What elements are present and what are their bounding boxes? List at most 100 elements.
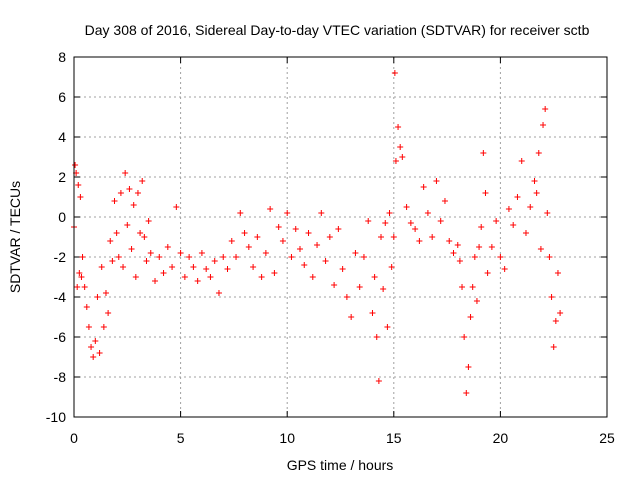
data-point — [228, 238, 235, 244]
data-point — [160, 270, 167, 276]
data-point — [124, 222, 131, 228]
data-point — [233, 254, 240, 260]
data-point — [465, 364, 472, 370]
data-point — [505, 206, 512, 212]
data-point — [437, 218, 444, 224]
data-point — [429, 234, 436, 240]
data-point — [211, 258, 218, 264]
data-point — [493, 218, 500, 224]
data-point — [360, 254, 367, 260]
data-point — [424, 210, 431, 216]
y-tick-label: 2 — [58, 169, 66, 185]
data-point — [369, 310, 376, 316]
data-point — [279, 238, 286, 244]
data-point — [407, 220, 414, 226]
data-point — [331, 282, 338, 288]
y-axis-label: SDTVAR / TECUs — [7, 181, 23, 293]
data-point — [220, 254, 227, 260]
data-point — [271, 270, 278, 276]
data-point — [132, 274, 139, 280]
x-tick-label: 0 — [70, 430, 78, 446]
y-tick-label: -6 — [54, 329, 67, 345]
data-point — [450, 250, 457, 256]
data-point — [122, 170, 129, 176]
data-point — [96, 350, 103, 356]
data-point — [537, 246, 544, 252]
data-point — [335, 226, 342, 232]
data-point — [484, 270, 491, 276]
data-point — [245, 244, 252, 250]
data-point — [76, 270, 83, 276]
data-point — [186, 254, 193, 260]
data-point — [510, 222, 517, 228]
y-tick-label: 4 — [58, 129, 66, 145]
data-point — [275, 224, 282, 230]
data-point — [102, 290, 109, 296]
data-point — [501, 266, 508, 272]
data-point — [454, 242, 461, 248]
data-point — [143, 258, 150, 264]
data-point — [305, 230, 312, 236]
data-point — [480, 150, 487, 156]
data-point — [117, 190, 124, 196]
data-point — [301, 262, 308, 268]
data-point — [542, 106, 549, 112]
data-point — [552, 318, 559, 324]
data-point — [77, 194, 84, 200]
data-point — [128, 246, 135, 252]
data-point — [557, 310, 564, 316]
data-point — [111, 198, 118, 204]
data-point — [250, 264, 257, 270]
data-point — [284, 210, 291, 216]
x-tick-label: 15 — [386, 430, 402, 446]
data-point — [267, 206, 274, 212]
x-axis-label: GPS time / hours — [287, 457, 394, 473]
chart-title: Day 308 of 2016, Sidereal Day-to-day VTE… — [85, 22, 590, 38]
data-point — [72, 162, 79, 168]
data-point — [145, 218, 152, 224]
data-point — [105, 310, 112, 316]
y-tick-label: -2 — [54, 249, 67, 265]
data-point — [83, 304, 90, 310]
data-point — [527, 204, 534, 210]
data-point — [115, 254, 122, 260]
y-tick-label: 8 — [58, 49, 66, 65]
data-point — [535, 150, 542, 156]
x-tick-label: 25 — [599, 430, 615, 446]
x-tick-label: 20 — [493, 430, 509, 446]
data-point — [322, 258, 329, 264]
data-point — [446, 238, 453, 244]
data-point — [288, 254, 295, 260]
data-point — [120, 264, 127, 270]
data-point — [540, 122, 547, 128]
data-point — [399, 154, 406, 160]
data-point — [412, 226, 419, 232]
data-point — [476, 244, 483, 250]
data-point — [198, 250, 205, 256]
data-point — [469, 284, 476, 290]
data-point — [81, 284, 88, 290]
data-point — [382, 220, 389, 226]
data-point — [309, 274, 316, 280]
data-point — [254, 234, 261, 240]
data-point — [207, 274, 214, 280]
data-point — [292, 226, 299, 232]
data-point — [98, 264, 105, 270]
data-point — [478, 224, 485, 230]
data-point — [296, 246, 303, 252]
data-point — [137, 230, 144, 236]
data-point — [467, 314, 474, 320]
data-point — [173, 204, 180, 210]
data-point — [522, 230, 529, 236]
data-point — [456, 258, 463, 264]
plot-frame — [73, 56, 608, 418]
data-point — [554, 270, 561, 276]
data-point — [461, 334, 468, 340]
data-point — [203, 266, 210, 272]
data-point — [190, 264, 197, 270]
data-point — [546, 254, 553, 260]
y-tick-label: -4 — [54, 289, 67, 305]
data-point — [403, 204, 410, 210]
y-tick-label: -8 — [54, 369, 67, 385]
